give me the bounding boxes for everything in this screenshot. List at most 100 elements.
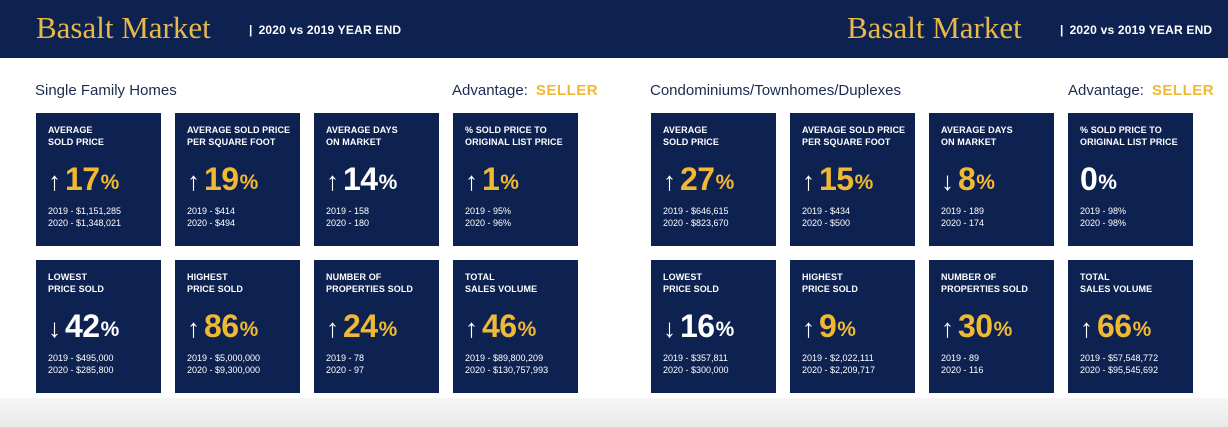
stat-label: SALES VOLUME — [1080, 284, 1153, 294]
stat-card: NUMBER OF PROPERTIES SOLD ↑ 24% 2019 - 78 202… — [314, 260, 439, 393]
stat-label: LOWEST — [48, 272, 88, 282]
separator-bar: | — [249, 23, 253, 37]
stat-2019-value: 2019 - 95% — [465, 206, 512, 216]
stat-change-value: 14 — [343, 161, 378, 197]
stat-label: SOLD PRICE — [48, 137, 105, 147]
stat-card: TOTAL SALES VOLUME ↑ 46% 2019 - $89,800,209 2… — [453, 260, 578, 393]
stat-2020-value: 2020 - 180 — [326, 218, 370, 228]
stat-change: ↓ 42% — [48, 305, 161, 343]
stat-change-unit: % — [993, 318, 1013, 341]
stat-label: ON MARKET — [326, 137, 382, 147]
stat-2019-value: 2019 - $5,000,000 — [187, 353, 261, 363]
arrow-up-icon: ↑ — [326, 166, 339, 196]
stat-change-unit: % — [100, 171, 120, 194]
stat-change: ↑ 66% — [1080, 305, 1193, 343]
stat-change: ↑ 24% — [326, 305, 439, 343]
stat-2019-value: 2019 - 98% — [1080, 206, 1127, 216]
stat-change-unit: % — [976, 171, 995, 194]
stat-change-value: 30 — [958, 308, 993, 344]
stat-change-value: 16 — [680, 308, 715, 344]
stat-change-value: 9 — [819, 308, 837, 344]
advantage-left: Advantage: SELLER — [452, 82, 598, 99]
stat-label: PRICE SOLD — [48, 284, 105, 294]
brand-title-left: Basalt Market — [36, 10, 211, 45]
subtitle-right: | 2020 vs 2019 YEAR END — [1060, 23, 1212, 37]
stat-2020-value: 2020 - $300,000 — [663, 365, 729, 375]
stat-change-unit: % — [837, 318, 856, 341]
stat-2019-value: 2019 - 89 — [941, 353, 980, 363]
stat-label: AVERAGE DAYS — [941, 125, 1013, 135]
stat-card: % SOLD PRICE TO ORIGINAL LIST PRICE 0% 2019… — [1068, 113, 1193, 246]
stat-2020-value: 2020 - $823,670 — [663, 218, 729, 228]
stat-label: ORIGINAL LIST PRICE — [1080, 137, 1178, 147]
advantage-label: Advantage: — [1068, 82, 1144, 99]
stat-2020-value: 2020 - $9,300,000 — [187, 365, 261, 375]
stat-change-value: 0 — [1080, 161, 1098, 197]
stat-card: AVERAGE SOLD PRICE ↑ 27% 2019 - $646,615 2020… — [651, 113, 776, 246]
arrow-up-icon: ↑ — [465, 166, 478, 196]
stat-2020-value: 2020 - $2,209,717 — [802, 365, 876, 375]
stat-label: PRICE SOLD — [663, 284, 720, 294]
arrow-up-icon: ↑ — [187, 166, 200, 196]
stat-change-value: 8 — [958, 161, 976, 197]
stat-2020-value: 2020 - 116 — [941, 365, 984, 375]
stat-2020-value: 2020 - $95,545,692 — [1080, 365, 1159, 375]
stat-change-value: 15 — [819, 161, 854, 197]
stat-change: ↑ 14% — [326, 158, 439, 196]
stat-2020-value: 2020 - 174 — [941, 218, 985, 228]
stat-2019-value: 2019 - $2,022,111 — [802, 353, 874, 363]
arrow-down-icon: ↓ — [941, 166, 954, 196]
stat-2019-value: 2019 - $434 — [802, 206, 851, 216]
stat-change: ↑ 27% — [663, 158, 776, 196]
stat-label: LOWEST — [663, 272, 703, 282]
stat-label: % SOLD PRICE TO — [1080, 125, 1162, 135]
arrow-up-icon: ↑ — [1080, 313, 1093, 343]
bottom-bar — [0, 398, 1228, 427]
stat-label: SALES VOLUME — [465, 284, 538, 294]
stat-label: NUMBER OF — [941, 272, 997, 282]
arrow-up-icon: ↑ — [187, 313, 200, 343]
subtitle-text: 2020 vs 2019 YEAR END — [1069, 23, 1213, 37]
arrow-down-icon: ↓ — [663, 313, 676, 343]
stat-change: ↑ 86% — [187, 305, 300, 343]
stat-card: HIGHEST PRICE SOLD ↑ 9% 2019 - $2,022,111 202… — [790, 260, 915, 393]
stat-2019-value: 2019 - $646,615 — [663, 206, 729, 216]
stat-label: ORIGINAL LIST PRICE — [465, 137, 563, 147]
stat-change: ↑ 17% — [48, 158, 161, 196]
section-title-condos: Condominiums/Townhomes/Duplexes — [650, 82, 901, 99]
stat-2020-value: 2020 - $500 — [802, 218, 851, 228]
stat-change-unit: % — [1098, 171, 1117, 194]
stat-label: PROPERTIES SOLD — [326, 284, 414, 294]
stat-2019-value: 2019 - $89,800,209 — [465, 353, 544, 363]
stat-change: ↑ 19% — [187, 158, 300, 196]
arrow-up-icon: ↑ — [663, 166, 676, 196]
stat-label: TOTAL — [1080, 272, 1110, 282]
advantage-value: SELLER — [1151, 82, 1215, 99]
stat-change-unit: % — [239, 171, 259, 194]
stat-change: ↑ 1% — [465, 158, 578, 196]
stat-change-unit: % — [854, 171, 874, 194]
stat-change-value: 1 — [482, 161, 500, 197]
stat-2019-value: 2019 - $414 — [187, 206, 236, 216]
section-title-single-family: Single Family Homes — [35, 82, 177, 99]
stat-card: HIGHEST PRICE SOLD ↑ 86% 2019 - $5,000,000 20… — [175, 260, 300, 393]
stat-label: AVERAGE DAYS — [326, 125, 398, 135]
stat-2020-value: 2020 - 96% — [465, 218, 512, 228]
stat-change: ↑ 15% — [802, 158, 915, 196]
stat-label: AVERAGE — [663, 125, 708, 135]
stat-label: PRICE SOLD — [802, 284, 859, 294]
arrow-up-icon: ↑ — [48, 166, 61, 196]
stat-2020-value: 2020 - 98% — [1080, 218, 1127, 228]
stat-2019-value: 2019 - $495,000 — [48, 353, 114, 363]
arrow-up-icon: ↑ — [326, 313, 339, 343]
stat-card: % SOLD PRICE TO ORIGINAL LIST PRICE ↑ 1% 201… — [453, 113, 578, 246]
stat-2019-value: 2019 - $357,811 — [663, 353, 728, 363]
subtitle-text: 2020 vs 2019 YEAR END — [258, 23, 402, 37]
stat-label: PER SQUARE FOOT — [802, 137, 891, 147]
arrow-up-icon: ↑ — [465, 313, 478, 343]
stat-label: ON MARKET — [941, 137, 997, 147]
stat-card: AVERAGE SOLD PRICE PER SQUARE FOOT ↑ 15% 201… — [790, 113, 915, 246]
stat-2020-value: 2020 - $1,348,021 — [48, 218, 122, 228]
stat-card: AVERAGE DAYS ON MARKET ↓ 8% 2019 - 189 2020 -… — [929, 113, 1054, 246]
stat-2020-value: 2020 - $130,757,993 — [465, 365, 549, 375]
